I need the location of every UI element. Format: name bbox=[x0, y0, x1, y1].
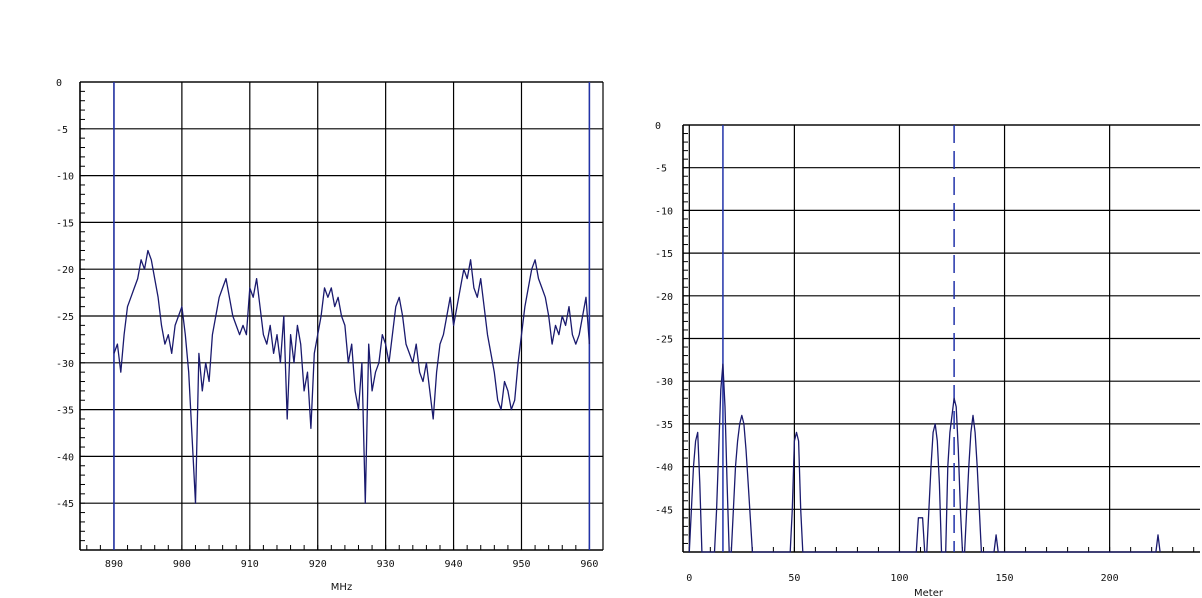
left-y-tick-label: 0 bbox=[56, 78, 62, 89]
right-y-tick-label: -45 bbox=[655, 505, 673, 516]
left-x-tick-label: 910 bbox=[241, 559, 259, 570]
right-x-tick-label: 200 bbox=[1101, 573, 1119, 584]
left-series-line-0 bbox=[114, 251, 589, 504]
left-y-tick-label: -10 bbox=[56, 172, 74, 183]
right-series-line-0 bbox=[689, 364, 1160, 552]
left-y-tick-label: -15 bbox=[56, 218, 74, 229]
right-x-tick-label: 150 bbox=[996, 573, 1014, 584]
left-y-tick-label: -20 bbox=[56, 265, 74, 276]
left-y-tick-label: -45 bbox=[56, 499, 74, 510]
right-y-tick-label: -35 bbox=[655, 420, 673, 431]
right-chart-meter: 0 -5 -10 -15 -20 -25 -30 -35 -40 -45 0 50 100 150 200 M… bbox=[655, 121, 1200, 598]
left-x-tick-label: 930 bbox=[377, 559, 395, 570]
left-x-tick-label: 940 bbox=[445, 559, 463, 570]
right-y-tick-label: -40 bbox=[655, 463, 673, 474]
left-chart-mhz: 0 -5 -10 -15 -20 -25 -30 -35 -40 -45 890 900 910 920 9… bbox=[56, 78, 603, 593]
right-y-tick-label: -10 bbox=[655, 206, 673, 217]
left-x-tick-label: 920 bbox=[309, 559, 327, 570]
right-y-tick-label: -30 bbox=[655, 377, 673, 388]
left-x-tick-label: 960 bbox=[580, 559, 598, 570]
left-y-tick-label: -5 bbox=[56, 125, 68, 136]
left-y-tick-label: -35 bbox=[56, 406, 74, 417]
left-x-tick-label: 890 bbox=[105, 559, 123, 570]
right-x-tick-label: 100 bbox=[890, 573, 908, 584]
right-y-tick-label: 0 bbox=[655, 121, 661, 132]
right-x-tick-label: 0 bbox=[686, 573, 692, 584]
left-x-tick-label: 900 bbox=[173, 559, 191, 570]
right-y-tick-label: -5 bbox=[655, 164, 667, 175]
right-y-tick-label: -15 bbox=[655, 249, 673, 260]
right-x-tick-label: 50 bbox=[788, 573, 800, 584]
left-y-tick-label: -40 bbox=[56, 452, 74, 463]
right-y-tick-label: -20 bbox=[655, 292, 673, 303]
right-x-axis-label: Meter bbox=[914, 588, 944, 598]
left-x-tick-label: 950 bbox=[512, 559, 530, 570]
left-y-tick-label: -25 bbox=[56, 312, 74, 323]
left-x-axis-label: MHz bbox=[331, 582, 352, 593]
left-y-tick-label: -30 bbox=[56, 359, 74, 370]
right-y-tick-label: -25 bbox=[655, 335, 673, 346]
